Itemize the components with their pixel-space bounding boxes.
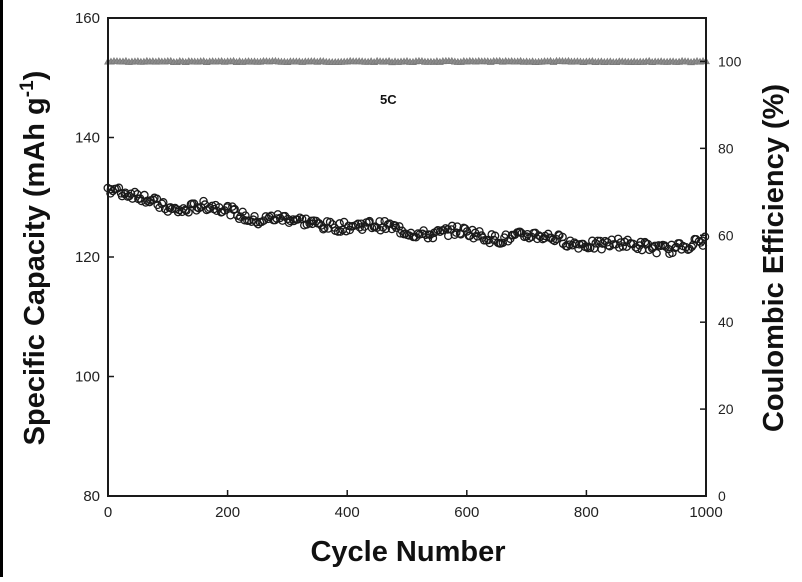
capacity-marker — [439, 225, 448, 235]
capacity-marker — [428, 233, 438, 243]
y-left-tick-label: 100 — [75, 369, 100, 386]
capacity-marker — [184, 208, 193, 217]
series-specific-capacity — [103, 183, 710, 259]
x-tick-label: 600 — [454, 504, 479, 521]
y-axis-left-title-sup: -1 — [17, 80, 38, 97]
image-border — [0, 0, 3, 577]
capacity-marker — [114, 183, 124, 193]
capacity-marker — [336, 227, 345, 236]
capacity-marker — [319, 225, 328, 234]
capacity-marker — [652, 248, 661, 258]
plot-area — [103, 56, 710, 259]
y-axis-left-title: Specific Capacity (mAh g-1) — [17, 71, 51, 446]
capacity-marker — [469, 234, 478, 243]
x-axis-title: Cycle Number — [310, 536, 505, 568]
capacity-marker — [550, 236, 559, 246]
y-left-tick-label: 120 — [75, 249, 100, 266]
capacity-marker — [261, 212, 271, 221]
y-left-tick-label: 80 — [83, 488, 100, 505]
y-left-tick-label: 140 — [75, 130, 100, 147]
rate-annotation: 5C — [380, 92, 397, 107]
y-left-tick-label: 160 — [75, 10, 100, 27]
capacity-marker — [293, 215, 302, 224]
capacity-marker — [450, 230, 459, 240]
x-tick-label: 1000 — [689, 504, 722, 521]
x-tick-label: 0 — [104, 504, 112, 521]
capacity-marker — [166, 203, 175, 212]
y-axis-left-title-close: ) — [19, 71, 51, 81]
capacity-marker — [130, 187, 140, 197]
capacity-marker — [141, 198, 150, 207]
capacity-marker — [490, 231, 500, 241]
ticks: 0 200 400 600 800 1000 80 100 120 140 160 0 20 40 60 80… — [75, 10, 742, 521]
capacity-marker — [447, 221, 457, 231]
capacity-marker — [687, 242, 697, 252]
capacity-marker — [223, 201, 232, 211]
series-coulombic-efficiency — [104, 56, 710, 66]
capacity-marker — [498, 238, 508, 248]
y-right-tick-label: 100 — [718, 53, 742, 69]
capacity-marker — [152, 194, 162, 204]
capacity-marker — [503, 237, 513, 246]
capacity-marker — [106, 189, 115, 198]
x-tick-label: 800 — [574, 504, 599, 521]
capacity-marker — [462, 227, 472, 236]
capacity-marker — [473, 232, 482, 241]
capacity-marker — [536, 232, 545, 241]
capacity-marker — [433, 225, 443, 235]
y-axis-right-title: Coulombic Efficiency (%) — [758, 84, 790, 432]
y-right-tick-label: 0 — [718, 488, 726, 504]
plot-frame — [107, 17, 707, 497]
capacity-marker — [325, 217, 335, 227]
capacity-marker — [280, 211, 290, 221]
y-right-tick-label: 20 — [718, 401, 734, 417]
capacity-marker — [452, 228, 461, 237]
capacity-marker — [419, 226, 428, 235]
capacity-marker — [597, 245, 606, 254]
x-tick-label: 200 — [215, 504, 240, 521]
capacity-marker — [618, 242, 628, 251]
capacity-marker — [341, 226, 351, 236]
y-right-tick-label: 80 — [718, 140, 734, 156]
capacity-marker — [314, 219, 324, 228]
capacity-marker — [182, 206, 191, 215]
capacity-marker — [333, 227, 343, 236]
y-right-tick-label: 60 — [718, 227, 734, 243]
capacity-marker — [548, 235, 558, 245]
y-right-tick-label: 40 — [718, 314, 734, 330]
capacity-marker — [250, 211, 259, 221]
capacity-marker — [339, 217, 349, 227]
x-tick-label: 400 — [335, 504, 360, 521]
capacity-marker — [163, 207, 173, 216]
capacity-marker — [217, 207, 227, 217]
y-axis-left-title-main: Specific Capacity (mAh g — [19, 97, 51, 445]
capacity-marker — [515, 227, 525, 237]
capacity-marker — [385, 219, 395, 228]
